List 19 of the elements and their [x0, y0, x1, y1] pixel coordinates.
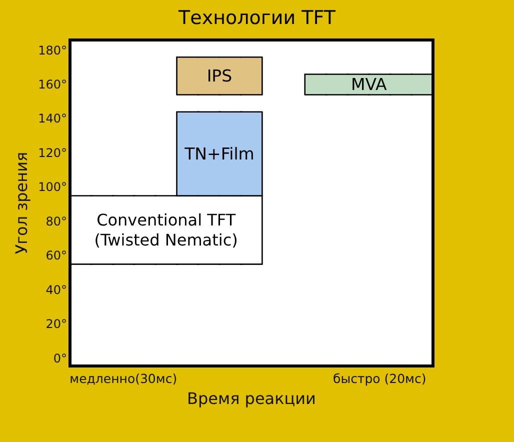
y-tick-label: 120° [38, 146, 67, 160]
series-label: MVA [351, 74, 388, 94]
x-tick-label: быстро (20мс) [332, 371, 426, 386]
series-label: TN+Film [184, 144, 254, 164]
series-label: IPS [206, 66, 232, 86]
x-axis-title: Время реакции [187, 389, 316, 408]
y-tick-label: 60° [46, 248, 67, 263]
chart-title: Технологии TFT [178, 7, 336, 29]
series-label: Conventional TFT (Twisted Nematic) [94, 210, 238, 250]
y-tick-label: 180° [38, 43, 67, 58]
y-tick-label: 140° [38, 112, 67, 126]
x-tick-label: медленно(30мс) [70, 371, 178, 386]
y-tick-label: 40° [46, 282, 67, 297]
y-axis-title: Угол зрения [12, 152, 31, 254]
y-tick-label: 160° [38, 77, 67, 92]
y-tick-label: 80° [46, 214, 67, 228]
y-tick-label: 20° [46, 317, 67, 332]
y-tick-label: 100° [38, 180, 67, 194]
y-tick-label: 0° [53, 351, 67, 366]
